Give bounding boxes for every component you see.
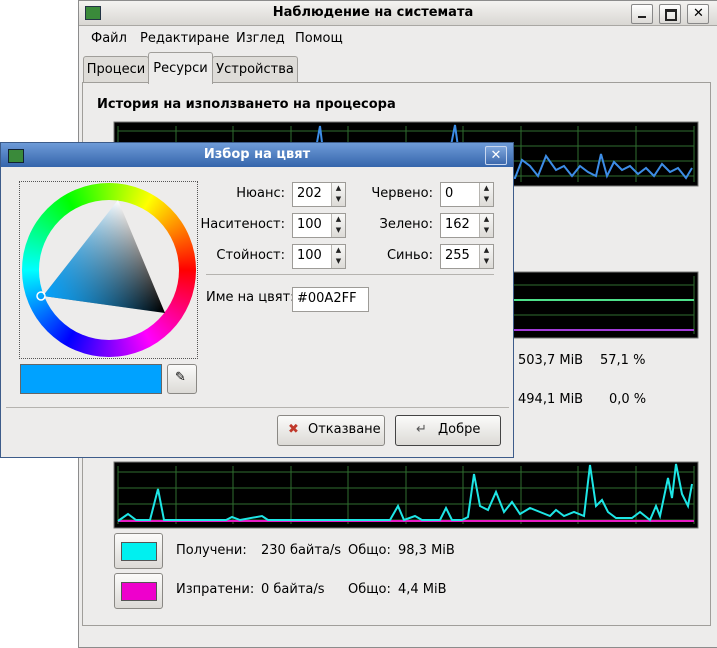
field-label: Червено:: [371, 186, 433, 201]
section-title: История на използването на процесора: [97, 97, 396, 112]
spin-button[interactable]: 162 ▲ ▼: [440, 213, 494, 238]
app-icon: [8, 149, 24, 163]
eyedropper-button[interactable]: ✎: [167, 364, 197, 394]
field-label: Нюанс:: [236, 186, 285, 201]
button-label: Добре: [438, 422, 481, 437]
field-label: Наситеност:: [200, 217, 285, 232]
swap-used: 494,1 MiB: [518, 392, 584, 407]
color-wheel-frame: [19, 181, 198, 359]
menu-item[interactable]: Файл: [91, 31, 127, 46]
swap-percent: 0,0 %: [609, 392, 647, 407]
separator: [206, 274, 494, 275]
spin-button[interactable]: 202 ▲ ▼: [292, 182, 346, 207]
spin-button[interactable]: 255 ▲ ▼: [440, 244, 494, 269]
sent-color-button[interactable]: [114, 573, 163, 609]
tab[interactable]: Устройства: [212, 56, 298, 82]
total-label: Общо:: [348, 543, 391, 558]
dialog-title-bar: Избор на цвят ✕: [1, 143, 513, 167]
ok-button[interactable]: ↵ Добре: [395, 415, 501, 446]
spin-value: 202: [297, 186, 322, 201]
maximize-button[interactable]: [659, 4, 681, 24]
color-swatch: [20, 364, 162, 394]
menu-item[interactable]: Редактиране: [140, 31, 230, 46]
sent-rate: 0 байта/s: [261, 582, 325, 597]
sent-label: Изпратени:: [176, 582, 255, 597]
field-label: Синьо:: [386, 248, 433, 263]
minimize-button[interactable]: [631, 4, 653, 24]
window-title: Наблюдение на системата: [272, 5, 474, 20]
received-rate: 230 байта/s: [261, 543, 342, 558]
spin-value: 100: [297, 248, 322, 263]
sv-triangle[interactable]: [1, 143, 513, 457]
received-color-button[interactable]: [114, 533, 163, 569]
button-label: Отказване: [308, 422, 381, 437]
spin-button[interactable]: 0 ▲ ▼: [440, 182, 494, 207]
color-dialog: Избор на цвят ✕ ✎ Нюанс: 202 ▲ ▼ Червено: …: [0, 142, 514, 458]
spin-value: 0: [445, 186, 454, 201]
dialog-title: Избор на цвят: [203, 147, 311, 162]
spin-value: 255: [445, 248, 470, 263]
color-name-label: Име на цвят:: [206, 290, 295, 305]
menu-item[interactable]: Изглед: [236, 31, 285, 46]
spin-value: 162: [445, 217, 470, 232]
received-label: Получени:: [176, 543, 247, 558]
spin-button[interactable]: 100 ▲ ▼: [292, 244, 346, 269]
menu-item[interactable]: Помощ: [295, 31, 343, 46]
memory-used: 503,7 MiB: [518, 353, 584, 368]
tab[interactable]: Процеси: [83, 56, 149, 82]
received-total: 98,3 MiB: [398, 543, 455, 558]
sent-total: 4,4 MiB: [398, 582, 447, 597]
dialog-close[interactable]: ✕: [485, 146, 507, 165]
close-button[interactable]: ✕: [687, 4, 709, 24]
field-label: Зелено:: [379, 217, 433, 232]
separator: [6, 407, 509, 408]
title-bar: Наблюдение на системата ✕: [79, 1, 717, 26]
active-tab[interactable]: Ресурси: [148, 52, 213, 84]
cancel-button[interactable]: ✖ Отказване: [277, 415, 385, 446]
color-name-entry[interactable]: #00A2FF: [292, 287, 369, 312]
spin-button[interactable]: 100 ▲ ▼: [292, 213, 346, 238]
color-name: #00A2FF: [297, 291, 357, 306]
spin-value: 100: [297, 217, 322, 232]
memory-graph: [499, 271, 699, 339]
field-label: Стойност:: [216, 248, 285, 263]
memory-percent: 57,1 %: [600, 353, 646, 368]
total-label: Общо:: [348, 582, 391, 597]
app-icon: [85, 6, 101, 20]
network-graph: [113, 461, 699, 529]
